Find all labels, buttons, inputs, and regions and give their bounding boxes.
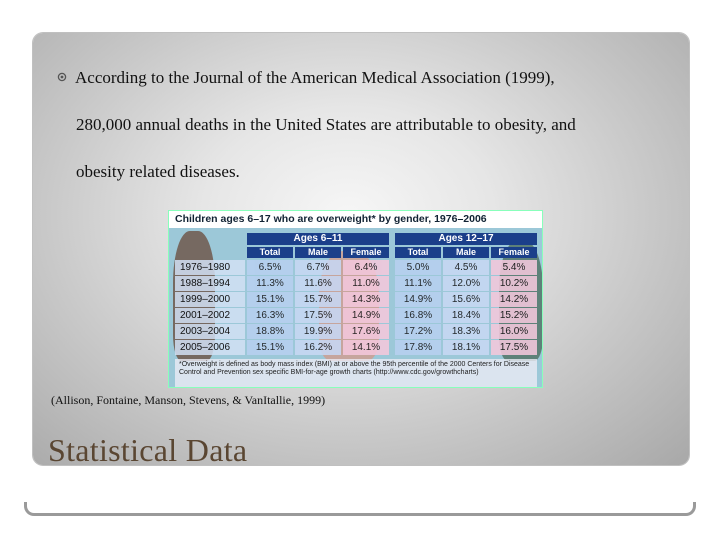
value-cell: 15.1% [247, 340, 293, 355]
overweight-table-image: Children ages 6–17 who are overweight* b… [168, 210, 543, 388]
column-header: Male [295, 247, 341, 258]
value-cell: 17.6% [343, 324, 389, 339]
value-cell: 4.5% [443, 260, 489, 275]
column-header: Total [395, 247, 441, 258]
table-row: 1988–1994 11.3% 11.6% 11.0% 11.1% 12.0% 10.2% [175, 276, 537, 291]
column-header: Total [247, 247, 293, 258]
table-title: Children ages 6–17 who are overweight* b… [169, 211, 542, 228]
value-cell: 16.8% [395, 308, 441, 323]
value-cell: 14.9% [395, 292, 441, 307]
value-cell: 11.3% [247, 276, 293, 291]
value-cell: 15.6% [443, 292, 489, 307]
bullet-line-2: 280,000 annual deaths in the United Stat… [76, 115, 576, 134]
value-cell: 11.0% [343, 276, 389, 291]
value-cell: 14.9% [343, 308, 389, 323]
value-cell: 17.5% [491, 340, 537, 355]
value-cell: 17.8% [395, 340, 441, 355]
value-cell: 16.2% [295, 340, 341, 355]
value-cell: 18.1% [443, 340, 489, 355]
bullet-line-3: obesity related diseases. [76, 162, 240, 181]
column-header: Male [443, 247, 489, 258]
value-cell: 16.3% [247, 308, 293, 323]
period-cell: 2001–2002 [175, 308, 245, 323]
value-cell: 14.3% [343, 292, 389, 307]
source-citation: (Allison, Fontaine, Manson, Stevens, & V… [51, 393, 326, 407]
column-header: Female [343, 247, 389, 258]
value-cell: 17.5% [295, 308, 341, 323]
value-cell: 17.2% [395, 324, 441, 339]
value-cell: 18.4% [443, 308, 489, 323]
table-row: 2005–2006 15.1% 16.2% 14.1% 17.8% 18.1% 17.5% [175, 340, 537, 355]
table-row: 2001–2002 16.3% 17.5% 14.9% 16.8% 18.4% 15.2% [175, 308, 537, 323]
value-cell: 6.4% [343, 260, 389, 275]
table-row: 1999–2000 15.1% 15.7% 14.3% 14.9% 15.6% 14.2% [175, 292, 537, 307]
table-row: 1976–1980 6.5% 6.7% 6.4% 5.0% 4.5% 5.4% [175, 260, 537, 275]
value-cell: 18.3% [443, 324, 489, 339]
value-cell: 10.2% [491, 276, 537, 291]
age-group-header: Ages 6–11 [247, 233, 389, 245]
value-cell: 15.2% [491, 308, 537, 323]
slide-heading: Statistical Data [48, 432, 248, 468]
period-cell: 1976–1980 [175, 260, 245, 275]
bullet-icon [57, 72, 67, 82]
period-cell: 2003–2004 [175, 324, 245, 339]
value-cell: 11.1% [395, 276, 441, 291]
value-cell: 18.8% [247, 324, 293, 339]
value-cell: 15.7% [295, 292, 341, 307]
value-cell: 5.0% [395, 260, 441, 275]
value-cell: 6.5% [247, 260, 293, 275]
value-cell: 5.4% [491, 260, 537, 275]
value-cell: 11.6% [295, 276, 341, 291]
bullet-line-1: According to the Journal of the American… [75, 68, 555, 87]
period-cell: 1999–2000 [175, 292, 245, 307]
table-row: 2003–2004 18.8% 19.9% 17.6% 17.2% 18.3% 16.0% [175, 324, 537, 339]
value-cell: 14.2% [491, 292, 537, 307]
value-cell: 16.0% [491, 324, 537, 339]
value-cell: 15.1% [247, 292, 293, 307]
value-cell: 19.9% [295, 324, 341, 339]
period-cell: 1988–1994 [175, 276, 245, 291]
column-header: Female [491, 247, 537, 258]
slide-frame-shadow [24, 502, 696, 516]
table-footnote: *Overweight is defined as body mass inde… [175, 359, 537, 387]
value-cell: 12.0% [443, 276, 489, 291]
value-cell: 6.7% [295, 260, 341, 275]
period-cell: 2005–2006 [175, 340, 245, 355]
value-cell: 14.1% [343, 340, 389, 355]
age-group-header: Ages 12–17 [395, 233, 537, 245]
